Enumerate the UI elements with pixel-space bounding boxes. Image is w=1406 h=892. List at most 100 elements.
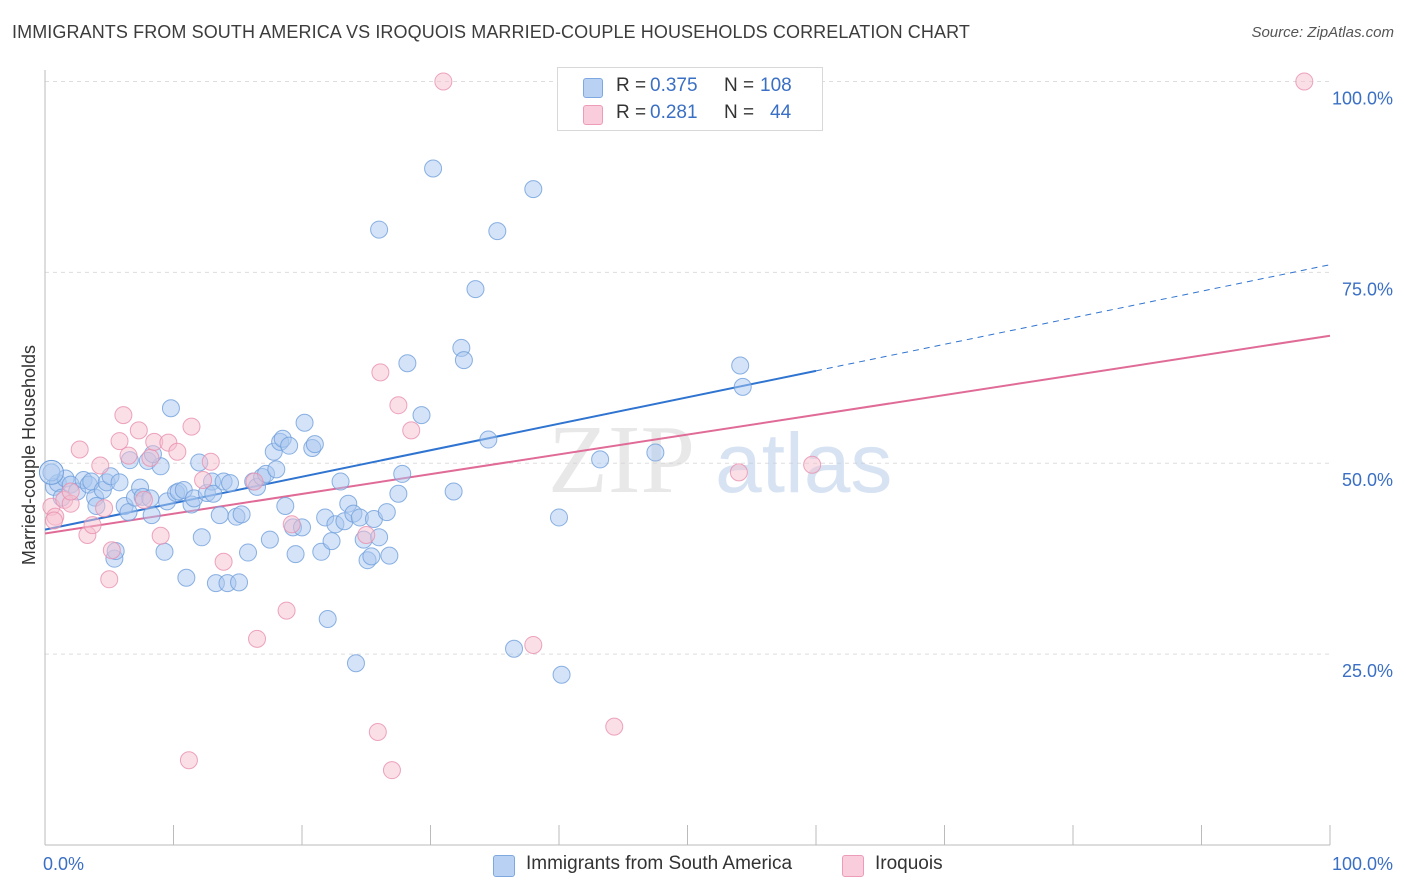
- point-iroquois: [371, 363, 390, 382]
- point-iroquois: [434, 72, 453, 91]
- point-immigrants: [239, 543, 258, 562]
- tick-labels: 100.0% 75.0% 50.0% 25.0% 0.0% 100.0%: [43, 88, 1393, 874]
- x-tick-label: 0.0%: [43, 854, 84, 874]
- point-immigrants: [488, 222, 507, 241]
- point-iroquois: [70, 440, 89, 459]
- point-immigrants: [380, 546, 399, 565]
- point-iroquois: [61, 482, 80, 501]
- stats-legend: R = 0.375 N = 108 R = 0.281 N = 44: [557, 67, 823, 131]
- point-immigrants: [204, 484, 223, 503]
- point-iroquois: [214, 552, 233, 571]
- y-tick-label: 50.0%: [1342, 470, 1393, 490]
- point-iroquois: [83, 516, 102, 535]
- point-immigrants: [318, 609, 337, 628]
- point-immigrants: [454, 351, 473, 370]
- point-immigrants: [377, 503, 396, 522]
- point-iroquois: [179, 751, 198, 770]
- point-iroquois: [194, 471, 213, 490]
- point-immigrants: [370, 220, 389, 239]
- point-iroquois: [245, 472, 264, 491]
- legend-n-label: N =: [724, 75, 755, 96]
- legend-r-value: 0.281: [650, 102, 698, 123]
- point-iroquois: [129, 421, 148, 440]
- point-immigrants: [276, 496, 295, 515]
- legend-label-immigrants: Immigrants from South America: [526, 853, 793, 874]
- legend-swatch-pink: [842, 855, 864, 877]
- point-iroquois: [114, 406, 133, 425]
- point-immigrants: [210, 506, 229, 525]
- point-iroquois: [248, 629, 267, 648]
- point-iroquois: [168, 442, 187, 461]
- point-iroquois: [524, 635, 543, 654]
- point-immigrants: [230, 573, 249, 592]
- point-iroquois: [182, 417, 201, 436]
- point-immigrants: [280, 436, 299, 455]
- point-immigrants: [550, 508, 568, 527]
- point-iroquois: [44, 511, 63, 530]
- point-immigrants: [552, 665, 571, 684]
- point-iroquois: [402, 421, 421, 440]
- point-iroquois: [368, 722, 387, 741]
- series-legend: Immigrants from South America Iroquois: [0, 852, 1406, 878]
- point-iroquois: [91, 456, 110, 475]
- point-immigrants: [155, 542, 174, 561]
- point-iroquois: [382, 761, 401, 780]
- y-tick-label: 100.0%: [1332, 88, 1393, 108]
- point-immigrants: [479, 430, 498, 449]
- point-immigrants: [38, 459, 64, 485]
- point-immigrants: [524, 180, 543, 199]
- point-immigrants: [346, 654, 365, 673]
- legend-n-label: N =: [724, 102, 755, 123]
- point-immigrants: [389, 484, 408, 503]
- point-immigrants: [161, 399, 180, 418]
- watermark-zip: ZIP: [548, 406, 695, 514]
- legend-swatch-blue: [583, 78, 603, 98]
- legend-label-iroquois: Iroquois: [875, 853, 943, 874]
- point-iroquois: [151, 526, 170, 545]
- legend-n-value: 108: [760, 75, 792, 96]
- point-iroquois: [119, 446, 138, 465]
- point-iroquois: [803, 455, 822, 474]
- point-iroquois: [282, 515, 301, 534]
- trend-line-immigrants-extension: [815, 264, 1331, 372]
- point-iroquois: [605, 717, 624, 736]
- point-iroquois: [95, 499, 114, 518]
- y-tick-label: 25.0%: [1342, 661, 1393, 681]
- point-immigrants: [295, 413, 314, 432]
- point-immigrants: [646, 443, 665, 462]
- point-iroquois: [100, 570, 119, 589]
- point-immigrants: [142, 506, 161, 525]
- legend-row-blue: R = 0.375 N = 108: [558, 73, 822, 101]
- point-immigrants: [505, 639, 524, 658]
- point-immigrants: [305, 435, 324, 454]
- point-immigrants: [398, 354, 417, 373]
- legend-swatch-pink: [583, 105, 603, 125]
- point-immigrants: [177, 568, 196, 587]
- trend-line-iroquois: [44, 334, 1331, 535]
- point-iroquois: [389, 396, 408, 415]
- point-immigrants: [731, 356, 750, 375]
- point-immigrants: [393, 464, 412, 483]
- point-immigrants: [591, 450, 610, 469]
- point-immigrants: [331, 472, 350, 491]
- chart-title: IMMIGRANTS FROM SOUTH AMERICA VS IROQUOI…: [12, 22, 970, 42]
- point-iroquois: [357, 526, 376, 544]
- x-tick-label: 100.0%: [1332, 854, 1393, 874]
- point-iroquois: [110, 432, 129, 451]
- point-iroquois: [134, 490, 153, 509]
- legend-r-value: 0.375: [650, 75, 698, 96]
- point-immigrants: [322, 532, 341, 551]
- point-iroquois: [201, 452, 220, 471]
- point-immigrants: [260, 530, 279, 549]
- legend-r-label: R =: [616, 75, 647, 96]
- point-iroquois: [729, 463, 748, 482]
- data-points: [38, 72, 1314, 780]
- point-iroquois: [141, 448, 160, 467]
- point-immigrants: [110, 473, 129, 492]
- legend-n-value: 44: [770, 102, 792, 123]
- legend-swatch-blue: [493, 855, 515, 877]
- point-immigrants: [267, 460, 286, 479]
- axes: [44, 70, 1331, 846]
- point-iroquois: [102, 541, 121, 560]
